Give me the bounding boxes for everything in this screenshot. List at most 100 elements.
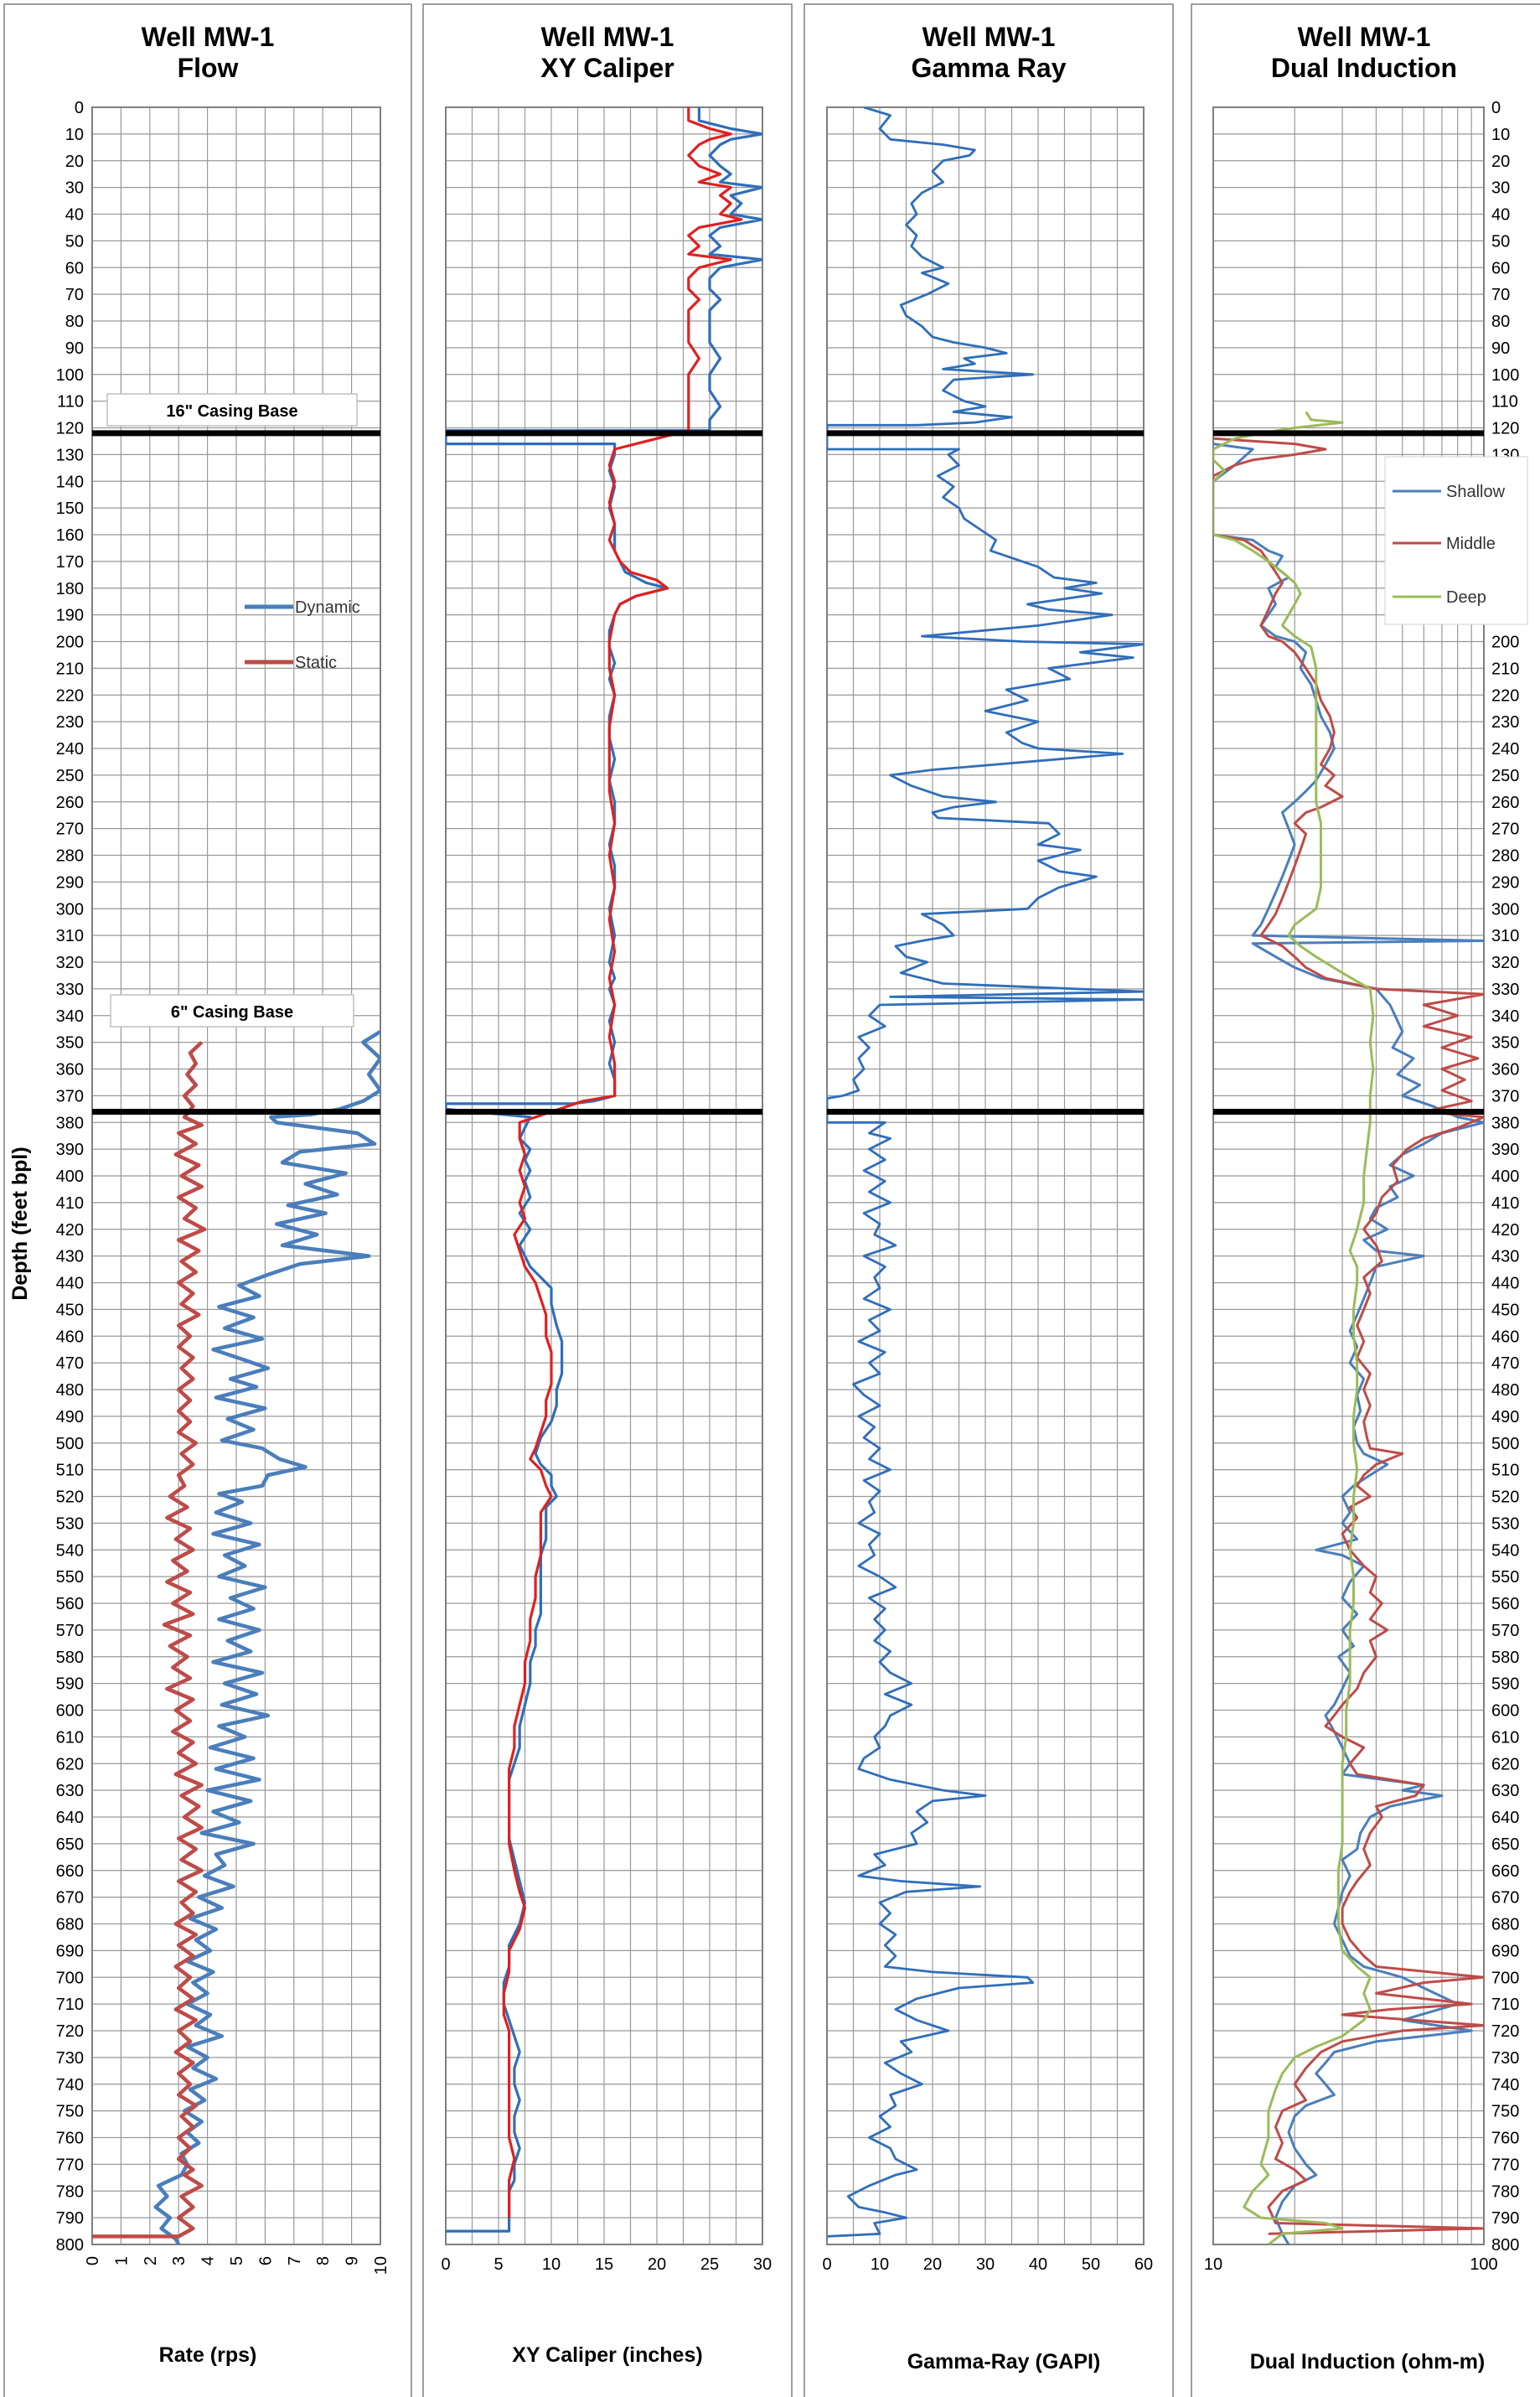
depth-tick-label: 640 [1491,1809,1519,1827]
x-tick-label: 60 [1134,2255,1153,2274]
depth-tick-label: 230 [56,713,84,732]
depth-tick-label: 750 [56,2103,84,2121]
depth-tick-label: 180 [56,580,84,598]
legend-label-deep: Deep [1446,588,1486,607]
depth-tick-label: 560 [1491,1595,1519,1613]
depth-tick-label: 590 [56,1675,84,1694]
depth-tick-label: 400 [1491,1167,1519,1186]
depth-tick-label: 390 [1491,1141,1519,1159]
legend-label-dynamic: Dynamic [295,598,360,617]
depth-tick-label: 740 [56,2076,84,2094]
depth-tick-label: 330 [1491,981,1519,999]
depth-tick-label: 290 [1491,873,1519,892]
depth-tick-label: 350 [56,1034,84,1053]
depth-tick-label: 120 [56,420,84,438]
depth-tick-label: 60 [1491,259,1510,277]
depth-tick-label: 610 [1491,1728,1519,1747]
depth-tick-label: 450 [1491,1301,1519,1319]
depth-tick-label: 0 [1491,99,1501,117]
depth-tick-label: 680 [56,1916,84,1934]
depth-tick-label: 610 [56,1728,84,1747]
induction-plot-area [1212,106,1485,2245]
x-tick-label: 2 [142,2256,160,2265]
depth-tick-label: 250 [1491,767,1519,785]
depth-tick-label: 390 [56,1141,84,1159]
flow-x-tick-labels: 0 1 2 3 4 5 6 7 8 9 10 [84,2256,390,2275]
depth-tick-label: 520 [1491,1488,1519,1507]
depth-tick-label: 600 [56,1702,84,1721]
depth-tick-label: 220 [56,686,84,705]
x-tick-label: 6 [256,2256,275,2265]
x-tick-label: 15 [595,2255,613,2274]
depth-tick-label: 490 [1491,1408,1519,1426]
depth-tick-label: 40 [65,206,84,225]
depth-tick-label: 20 [65,153,84,171]
depth-tick-label: 650 [1491,1835,1519,1854]
caliper-title-line1: Well MW-1 [541,22,674,52]
depth-tick-label: 590 [1491,1675,1519,1694]
panel-frame-flow [3,3,412,2397]
depth-tick-label: 780 [56,2182,84,2201]
x-tick-label: 10 [871,2255,889,2274]
depth-tick-label: 530 [56,1514,84,1533]
depth-tick-label: 670 [56,1889,84,1908]
depth-tick-label: 620 [1491,1755,1519,1773]
panel-frame-induction [1191,3,1540,2397]
depth-tick-label: 510 [56,1462,84,1480]
x-tick-label: 7 [286,2256,304,2265]
depth-tick-label: 260 [1491,794,1519,812]
induction-legend: Shallow Middle Deep [1384,456,1528,625]
x-tick-label: 3 [170,2256,189,2265]
induction-series-group [1213,411,1484,2244]
depth-tick-label: 630 [56,1782,84,1800]
depth-tick-label: 240 [1491,740,1519,758]
series-line-middle [1213,437,1484,2235]
series-line-curve-1 [827,107,1144,2238]
casing-label-6in-box [110,994,354,1028]
depth-tick-label: 420 [56,1221,84,1240]
plot-border [826,106,1145,2245]
flow-legend: Dynamic Static [245,598,360,672]
depth-tick-label: 700 [56,1969,84,1987]
x-tick-label: 20 [923,2255,942,2274]
depth-tick-label: 540 [56,1541,84,1560]
depth-tick-label: 320 [1491,954,1519,972]
x-tick-label: 5 [494,2255,503,2274]
x-tick-label: 20 [648,2255,666,2274]
depth-tick-label: 630 [1491,1782,1519,1800]
x-tick-label: 30 [753,2255,772,2274]
depth-tick-label: 480 [1491,1381,1519,1400]
depth-tick-label: 710 [56,1996,84,2014]
x-tick-label: 5 [228,2256,246,2265]
x-tick-label: 0 [822,2255,831,2274]
depth-tick-label: 470 [1491,1354,1519,1373]
depth-tick-label: 550 [1491,1568,1519,1587]
depth-tick-label: 70 [65,286,84,304]
caliper-series-group [446,107,762,2233]
x-tick-label: 25 [700,2255,719,2274]
x-tick-label: 0 [441,2255,450,2274]
depth-tick-label: 360 [56,1061,84,1079]
depth-tick-label: 690 [1491,1942,1519,1960]
series-line-static [92,1040,207,2239]
depth-tick-label: 720 [1491,2022,1519,2041]
casing-label-6in: 6" Casing Base [110,994,354,1028]
depth-tick-label: 350 [1491,1034,1519,1053]
depth-tick-label: 460 [56,1328,84,1346]
depth-tick-label: 310 [1491,927,1519,945]
depth-tick-label: 620 [56,1755,84,1773]
flow-title-line2: Flow [178,53,239,83]
depth-tick-label: 310 [56,927,84,945]
depth-tick-label: 300 [56,900,84,919]
caliper-x-tick-labels: 0 5 10 15 20 25 30 [441,2255,772,2274]
x-tick-label: 9 [344,2256,362,2265]
panel-gamma: Well MW-1 Gamma Ray 0 10 20 30 40 50 60 Gamma-… [822,22,1153,2374]
casing-label-16in-box [106,393,358,427]
x-tick-label: 50 [1082,2255,1100,2274]
depth-tick-label: 200 [1491,634,1519,652]
depth-tick-label: 30 [65,179,84,198]
depth-tick-label: 250 [56,767,84,785]
casing-label-6in-text: 6" Casing Base [171,1003,293,1022]
depth-tick-label: 730 [56,2049,84,2068]
